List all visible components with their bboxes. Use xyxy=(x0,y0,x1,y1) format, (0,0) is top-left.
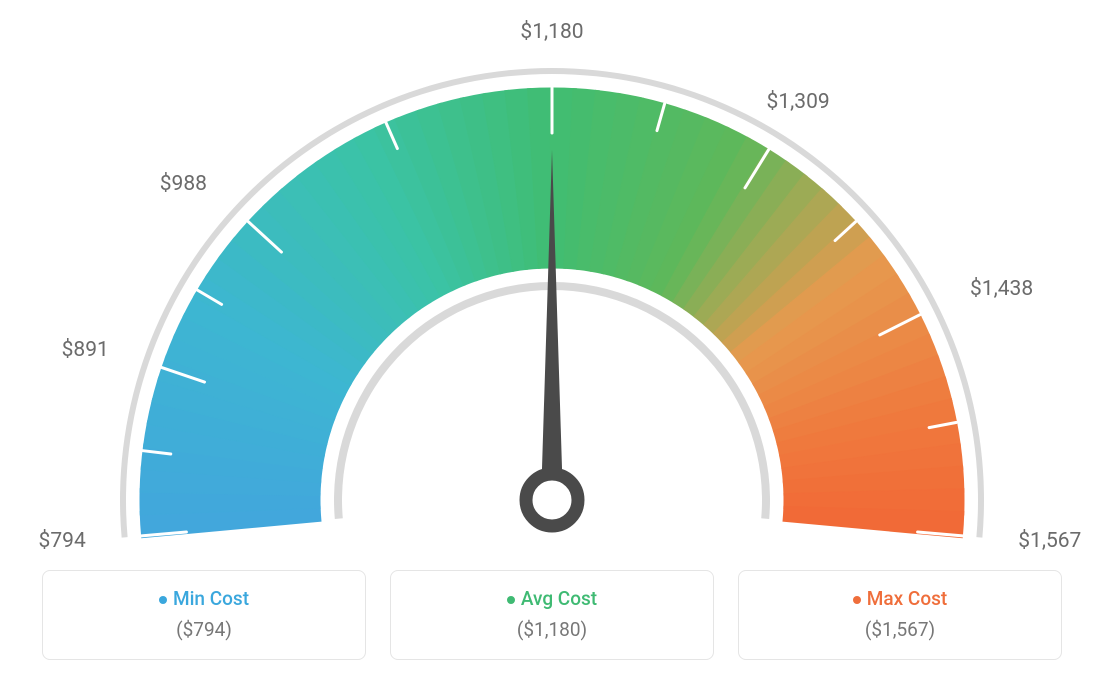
gauge-chart: $794 $891 $988 $1,180 $1,309 $1,438 $1,567 xyxy=(0,0,1104,560)
legend-card-min: Min Cost ($794) xyxy=(42,570,366,660)
legend-value-avg: ($1,180) xyxy=(401,618,703,641)
gauge-tick-label: $1,567 xyxy=(1018,529,1081,553)
legend-value-max: ($1,567) xyxy=(749,618,1051,641)
legend-title-text: Max Cost xyxy=(867,587,947,610)
legend-title-text: Min Cost xyxy=(173,587,249,610)
gauge-tick-label: $988 xyxy=(160,172,207,196)
gauge-tick-label: $794 xyxy=(39,529,86,553)
legend-title-text: Avg Cost xyxy=(521,587,597,610)
legend-title-max: Max Cost xyxy=(749,587,1051,610)
gauge-svg xyxy=(0,0,1104,560)
legend-value-min: ($794) xyxy=(53,618,355,641)
legend-dot-icon xyxy=(853,596,861,604)
legend-title-min: Min Cost xyxy=(53,587,355,610)
gauge-tick-label: $891 xyxy=(62,338,109,362)
legend-card-max: Max Cost ($1,567) xyxy=(738,570,1062,660)
gauge-tick-label: $1,309 xyxy=(767,90,830,114)
legend-dot-icon xyxy=(159,596,167,604)
legend-card-avg: Avg Cost ($1,180) xyxy=(390,570,714,660)
legend-row: Min Cost ($794) Avg Cost ($1,180) Max Cost ($… xyxy=(42,570,1062,660)
gauge-tick-label: $1,180 xyxy=(520,20,583,44)
legend-title-avg: Avg Cost xyxy=(401,587,703,610)
gauge-tick-label: $1,438 xyxy=(970,277,1033,301)
legend-dot-icon xyxy=(507,596,515,604)
gauge-hub xyxy=(526,474,578,526)
